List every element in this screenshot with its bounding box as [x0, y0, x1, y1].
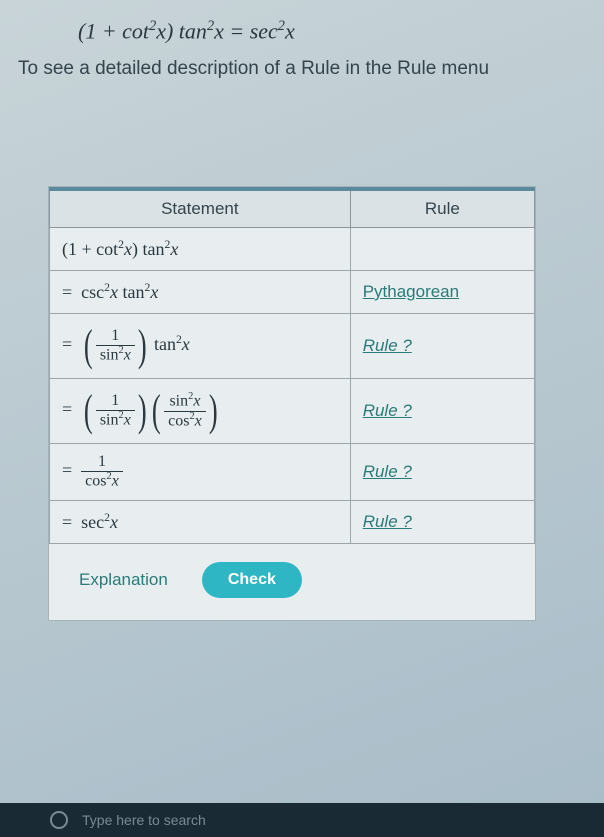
taskbar: Type here to search [0, 803, 604, 837]
col-header-rule: Rule [350, 189, 534, 228]
cortana-icon[interactable] [50, 811, 68, 829]
explanation-link[interactable]: Explanation [79, 570, 168, 590]
rule-cell[interactable]: Pythagorean [350, 271, 534, 314]
panel-footer: Explanation Check [49, 544, 535, 620]
rule-select-link[interactable]: Rule ? [363, 462, 412, 481]
table-row: = csc2x tan2x Pythagorean [50, 271, 535, 314]
rule-cell[interactable]: Rule ? [350, 444, 534, 501]
rule-cell[interactable]: Rule ? [350, 379, 534, 444]
instruction-text: To see a detailed description of a Rule … [18, 58, 604, 80]
table-row: = 1cos2x Rule ? [50, 444, 535, 501]
rule-select-link[interactable]: Rule ? [363, 336, 412, 355]
proof-table: Statement Rule (1 + cot2x) tan2x= csc2x … [49, 187, 535, 544]
taskbar-search-hint[interactable]: Type here to search [82, 812, 206, 828]
statement-cell: (1 + cot2x) tan2x [50, 228, 351, 271]
proof-body: (1 + cot2x) tan2x= csc2x tan2x Pythagorea… [50, 228, 535, 544]
check-button[interactable]: Check [202, 562, 302, 598]
col-header-statement: Statement [50, 189, 351, 228]
rule-cell[interactable]: Rule ? [350, 500, 534, 543]
statement-cell: = (1sin2x)(sin2xcos2x) [50, 379, 351, 444]
statement-cell: = (1sin2x) tan2x [50, 314, 351, 379]
table-row: = sec2x Rule ? [50, 500, 535, 543]
rule-cell[interactable]: Rule ? [350, 314, 534, 379]
table-row: (1 + cot2x) tan2x [50, 228, 535, 271]
table-row: = (1sin2x)(sin2xcos2x) Rule ? [50, 379, 535, 444]
statement-cell: = 1cos2x [50, 444, 351, 501]
statement-cell: = csc2x tan2x [50, 271, 351, 314]
rule-select-link[interactable]: Rule ? [363, 512, 412, 531]
statement-cell: = sec2x [50, 500, 351, 543]
rule-pythagorean-link[interactable]: Pythagorean [363, 282, 459, 301]
proof-panel: Statement Rule (1 + cot2x) tan2x= csc2x … [48, 186, 536, 621]
identity-equation: (1 + cot2x) tan2x = sec2x [78, 18, 604, 44]
rule-cell [350, 228, 534, 271]
table-row: = (1sin2x) tan2x Rule ? [50, 314, 535, 379]
rule-select-link[interactable]: Rule ? [363, 401, 412, 420]
